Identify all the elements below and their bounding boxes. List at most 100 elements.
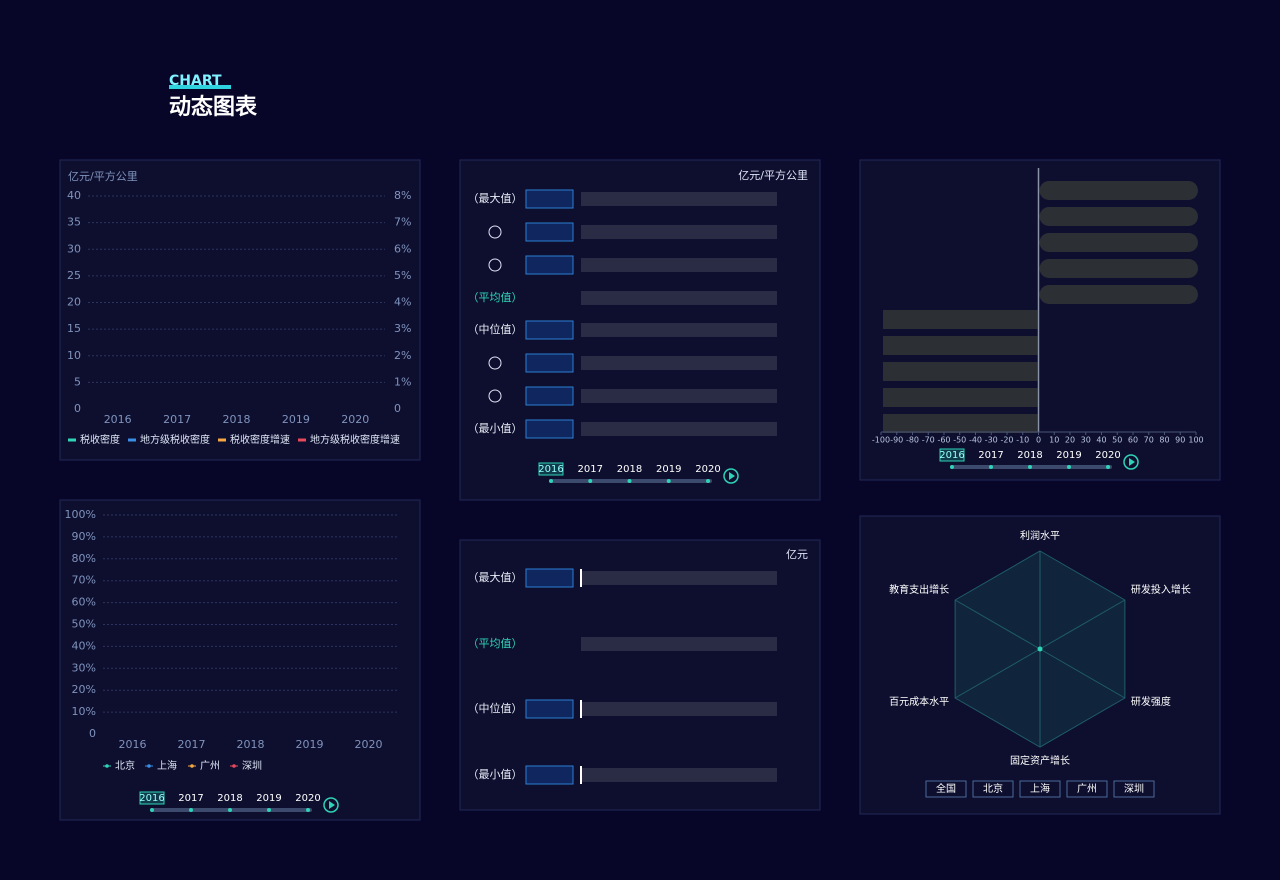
timeline-dot bbox=[1067, 465, 1071, 469]
play-button[interactable] bbox=[1123, 454, 1139, 470]
timeline-year: 2018 bbox=[617, 464, 642, 475]
bar-track bbox=[1039, 181, 1198, 200]
bar-box bbox=[525, 255, 574, 275]
timeline-current bbox=[139, 791, 165, 805]
filter-button-label: 北京 bbox=[983, 782, 1003, 795]
bar-track bbox=[581, 389, 777, 403]
x-tick-label: -80 bbox=[906, 436, 919, 445]
y-tick-label: 40% bbox=[72, 639, 96, 652]
bar-cursor bbox=[580, 700, 582, 718]
legend-label: 北京 bbox=[115, 759, 135, 772]
x-tick-label: 2017 bbox=[178, 738, 206, 751]
filter-button[interactable] bbox=[1019, 780, 1061, 798]
bar-box bbox=[525, 568, 574, 588]
unit-label: 亿元/平方公里 bbox=[738, 168, 808, 182]
bar-track bbox=[581, 192, 777, 206]
timeline-year: 2019 bbox=[656, 464, 681, 475]
filter-button[interactable] bbox=[1113, 780, 1155, 798]
radar-label: 研发强度 bbox=[1131, 695, 1171, 708]
legend-label: 地方级税收密度 bbox=[140, 433, 210, 446]
bar-track bbox=[1039, 207, 1198, 226]
filter-button[interactable] bbox=[972, 780, 1014, 798]
timeline-year: 2019 bbox=[1056, 450, 1081, 461]
timeline-dot bbox=[267, 808, 271, 812]
bar-track bbox=[883, 388, 1038, 407]
eyebrow-bar bbox=[169, 85, 231, 89]
y2-tick-label: 1% bbox=[394, 375, 411, 388]
filter-button-label: 上海 bbox=[1030, 782, 1050, 795]
row-label: （最小值） bbox=[468, 422, 523, 435]
y-tick-label: 15 bbox=[67, 322, 81, 335]
bar-box bbox=[525, 765, 574, 785]
timeline-dot bbox=[706, 479, 710, 483]
timeline-year: 2017 bbox=[578, 464, 603, 475]
timeline-dot bbox=[228, 808, 232, 812]
y2-tick-label: 4% bbox=[394, 296, 411, 309]
radar-spoke bbox=[1039, 648, 1126, 699]
y-tick-label: 20% bbox=[72, 683, 96, 696]
legend-dot bbox=[147, 764, 151, 768]
y-tick-label: 30 bbox=[67, 242, 81, 255]
legend-label: 地方级税收密度增速 bbox=[310, 433, 400, 446]
x-tick-label: 2020 bbox=[341, 413, 369, 426]
bar-cursor bbox=[580, 569, 582, 587]
bar-track bbox=[581, 258, 777, 272]
x-tick-label: 10 bbox=[1049, 436, 1059, 445]
filter-button[interactable] bbox=[925, 780, 967, 798]
timeline-year: 2020 bbox=[295, 793, 320, 804]
play-button[interactable] bbox=[323, 797, 339, 813]
x-tick-label: 20 bbox=[1065, 436, 1075, 445]
bar-track bbox=[883, 310, 1038, 329]
bar-box bbox=[525, 419, 574, 439]
y2-tick-label: 8% bbox=[394, 189, 411, 202]
bar-box bbox=[525, 189, 574, 209]
row-icon bbox=[488, 356, 502, 370]
timeline-year: 2016 bbox=[139, 793, 164, 804]
bar-track bbox=[581, 768, 777, 782]
y-tick-label: 60% bbox=[72, 596, 96, 609]
play-icon bbox=[1129, 458, 1135, 466]
y-tick-label: 100% bbox=[65, 508, 96, 521]
legend-label: 广州 bbox=[200, 760, 220, 772]
y-tick-label: 10% bbox=[72, 705, 96, 718]
radar-spoke bbox=[954, 599, 1041, 650]
x-tick-label: 2019 bbox=[282, 413, 310, 426]
radar-label: 利润水平 bbox=[1020, 529, 1060, 542]
legend-dot bbox=[232, 764, 236, 768]
y-tick-label: 80% bbox=[72, 552, 96, 565]
bar-track bbox=[581, 702, 777, 716]
x-tick-label: -10 bbox=[1016, 436, 1029, 445]
timeline-dot bbox=[1106, 465, 1110, 469]
x-tick-label: 60 bbox=[1128, 436, 1138, 445]
y-tick-label: 20 bbox=[67, 296, 81, 309]
timeline-dot bbox=[989, 465, 993, 469]
x-tick-label: -40 bbox=[969, 436, 982, 445]
panel bbox=[59, 499, 421, 821]
timeline-dot bbox=[189, 808, 193, 812]
bar-track bbox=[581, 225, 777, 239]
timeline-dot bbox=[306, 808, 310, 812]
y-tick-label: 0 bbox=[89, 727, 96, 740]
timeline-year: 2018 bbox=[217, 793, 242, 804]
play-button[interactable] bbox=[723, 468, 739, 484]
bar-box bbox=[525, 699, 574, 719]
row-label: （最大值） bbox=[468, 191, 523, 205]
radar-label: 研发投入增长 bbox=[1131, 583, 1191, 596]
filter-button[interactable] bbox=[1066, 780, 1108, 798]
row-icon bbox=[488, 225, 502, 239]
y2-tick-label: 3% bbox=[394, 322, 411, 335]
x-tick-label: 2018 bbox=[237, 738, 265, 751]
y-tick-label: 0 bbox=[74, 402, 81, 415]
radar-spoke bbox=[1039, 599, 1126, 650]
x-tick-label: 50 bbox=[1112, 436, 1122, 445]
bar-track bbox=[581, 356, 777, 370]
y-tick-label: 25 bbox=[67, 269, 81, 282]
timeline-dot bbox=[627, 479, 632, 483]
timeline-dot bbox=[150, 808, 154, 812]
title: 动态图表 bbox=[169, 94, 258, 120]
radar-spoke bbox=[954, 648, 1041, 699]
row-label: （最大值） bbox=[468, 570, 523, 584]
timeline-year: 2016 bbox=[939, 450, 964, 461]
